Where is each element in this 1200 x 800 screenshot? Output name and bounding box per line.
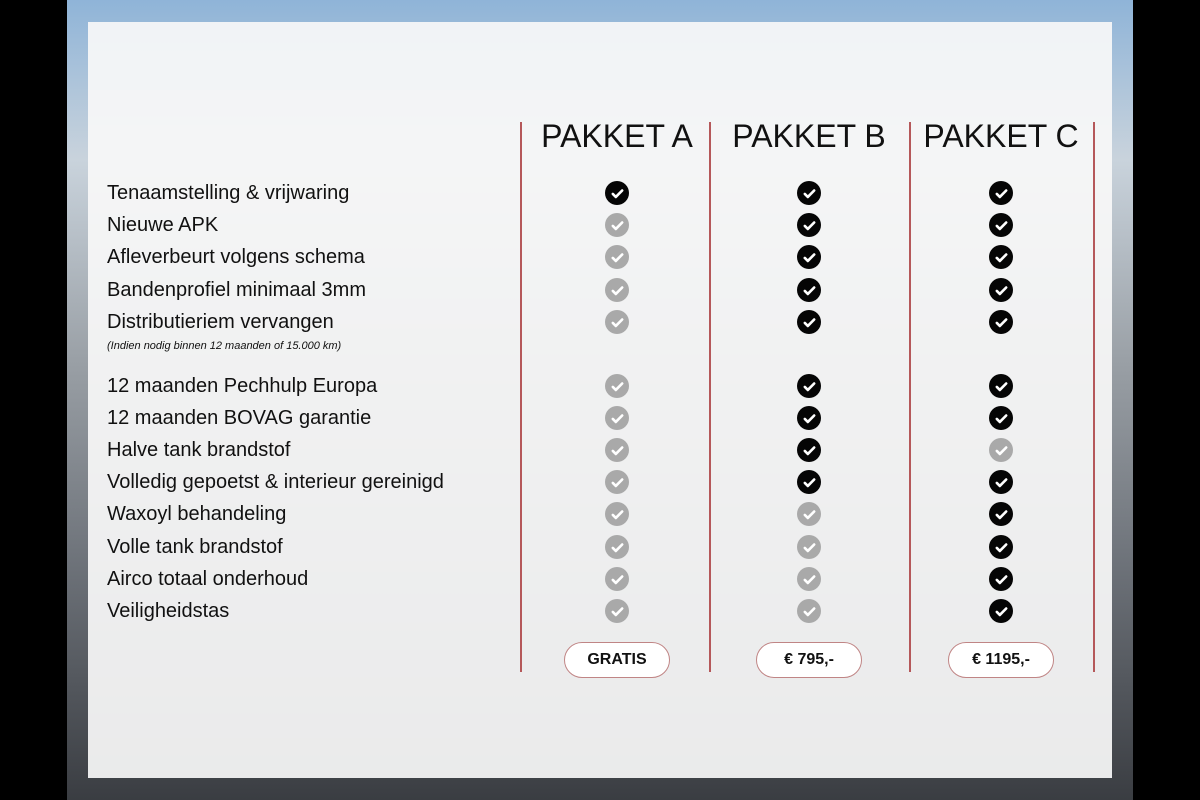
check-included-icon (797, 245, 821, 269)
check-included-icon (989, 406, 1013, 430)
check-excluded-icon (605, 438, 629, 462)
feature-label: Distributieriem vervangen (107, 311, 334, 333)
feature-label: Volle tank brandstof (107, 536, 283, 558)
check-included-icon (989, 374, 1013, 398)
check-included-icon (989, 535, 1013, 559)
check-excluded-icon (797, 567, 821, 591)
package-header: PAKKET B (732, 118, 886, 154)
check-included-icon (797, 438, 821, 462)
feature-label: Bandenprofiel minimaal 3mm (107, 279, 367, 301)
check-excluded-icon (797, 535, 821, 559)
check-included-icon (797, 278, 821, 302)
check-included-icon (797, 310, 821, 334)
price-button[interactable]: GRATIS (564, 642, 670, 678)
check-excluded-icon (797, 502, 821, 526)
package-header: PAKKET C (923, 118, 1079, 154)
check-included-icon (989, 567, 1013, 591)
check-included-icon (797, 213, 821, 237)
check-included-icon (797, 470, 821, 494)
feature-label: Airco totaal onderhoud (107, 568, 309, 590)
feature-label: Tenaamstelling & vrijwaring (107, 182, 350, 204)
check-included-icon (605, 181, 629, 205)
feature-label: Waxoyl behandeling (107, 503, 287, 525)
check-included-icon (797, 374, 821, 398)
check-included-icon (797, 406, 821, 430)
price-button[interactable]: € 795,- (756, 642, 862, 678)
check-excluded-icon (605, 470, 629, 494)
check-included-icon (989, 310, 1013, 334)
feature-label: Halve tank brandstof (107, 439, 291, 461)
check-excluded-icon (605, 213, 629, 237)
feature-label: 12 maanden Pechhulp Europa (107, 375, 378, 397)
column-divider (1093, 122, 1095, 672)
check-excluded-icon (605, 374, 629, 398)
check-excluded-icon (605, 567, 629, 591)
check-excluded-icon (797, 599, 821, 623)
check-included-icon (989, 278, 1013, 302)
column-divider (909, 122, 911, 672)
feature-label: Veiligheidstas (107, 600, 230, 622)
check-excluded-icon (605, 406, 629, 430)
feature-label: Volledig gepoetst & interieur gereinigd (107, 471, 444, 493)
check-excluded-icon (605, 278, 629, 302)
check-excluded-icon (605, 502, 629, 526)
column-divider (520, 122, 522, 672)
feature-label: Afleverbeurt volgens schema (107, 246, 365, 268)
feature-label: Nieuwe APK (107, 214, 219, 236)
check-included-icon (797, 181, 821, 205)
check-excluded-icon (605, 535, 629, 559)
check-included-icon (989, 181, 1013, 205)
check-included-icon (989, 213, 1013, 237)
check-excluded-icon (605, 245, 629, 269)
feature-label: 12 maanden BOVAG garantie (107, 407, 372, 429)
footnote: (Indien nodig binnen 12 maanden of 15.00… (107, 340, 342, 352)
column-divider (709, 122, 711, 672)
check-excluded-icon (605, 310, 629, 334)
price-button[interactable]: € 1195,- (948, 642, 1054, 678)
check-excluded-icon (989, 438, 1013, 462)
check-included-icon (989, 245, 1013, 269)
check-included-icon (989, 470, 1013, 494)
package-header: PAKKET A (541, 118, 693, 154)
check-excluded-icon (605, 599, 629, 623)
check-included-icon (989, 502, 1013, 526)
check-included-icon (989, 599, 1013, 623)
